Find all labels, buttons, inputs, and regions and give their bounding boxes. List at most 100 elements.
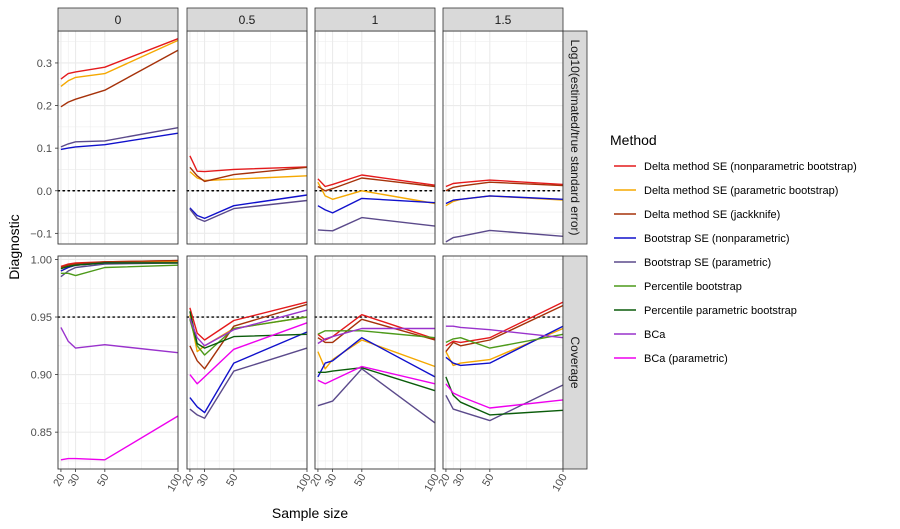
series-line-2 — [317, 177, 436, 192]
legend-label-0: Delta method SE (nonparametric bootstrap… — [644, 161, 857, 173]
x-axis-title: Sample size — [272, 505, 348, 521]
facet-strip-col-1 — [186, 7, 308, 32]
panel-background — [58, 31, 178, 244]
series-line-0 — [445, 179, 564, 188]
legend-item-1: Delta method SE (parametric bootstrap) — [614, 185, 838, 197]
y-tick-label: 0.90 — [31, 370, 52, 382]
legend-label-7: BCa — [644, 329, 666, 341]
panel-r1-c3 — [442, 255, 564, 470]
panel-r1-c0 — [57, 255, 179, 470]
series-line-7 — [317, 327, 435, 345]
panel-background — [187, 256, 307, 469]
strips-layer: 0 0.5 1 1.5 Log10(estimated/true standard er… — [57, 7, 588, 470]
panel-background — [187, 31, 307, 244]
panel-border — [57, 255, 179, 470]
legend: Method Delta method SE (nonparametric bo… — [610, 132, 857, 365]
series-line-0 — [317, 174, 436, 188]
series-line-4 — [60, 127, 179, 148]
legend-label-5: Percentile bootstrap — [644, 281, 742, 293]
series-line-4 — [317, 216, 436, 232]
legend-label-3: Bootstrap SE (nonparametric) — [644, 233, 790, 245]
y-tick-label: 0.85 — [31, 427, 52, 439]
x-tick-label: 50 — [352, 472, 369, 489]
series-line-1 — [317, 181, 436, 205]
legend-label-8: BCa (parametric) — [644, 353, 728, 365]
series-line-2 — [445, 181, 564, 192]
series-line-8 — [60, 415, 179, 461]
x-tick-label: 20 — [436, 472, 453, 489]
series-line-5 — [317, 330, 436, 339]
x-tick-label: 30 — [451, 472, 468, 489]
legend-label-2: Delta method SE (jackknife) — [644, 209, 780, 221]
panel-r0-c2 — [314, 30, 436, 245]
legend-item-2: Delta method SE (jackknife) — [614, 209, 780, 221]
x-tick-label: 50 — [480, 472, 497, 489]
x-tick-label: 20 — [51, 472, 68, 489]
series-line-2 — [189, 303, 308, 370]
facet-strip-row-0 — [562, 30, 588, 245]
facet-strip-col-3 — [442, 7, 564, 32]
facet-label-col-2: 1 — [372, 13, 379, 27]
panel-border — [186, 255, 308, 470]
x-tick-label: 100 — [550, 472, 570, 494]
legend-item-5: Percentile bootstrap — [614, 281, 742, 293]
series-line-0 — [189, 301, 308, 341]
panel-background — [58, 256, 178, 469]
panel-border — [314, 255, 436, 470]
panel-background — [315, 31, 435, 244]
series-line-0 — [445, 301, 564, 347]
panel-r0-c1 — [186, 30, 308, 245]
panel-background — [443, 31, 563, 244]
series-line-0 — [60, 38, 179, 80]
series-line-4 — [445, 384, 564, 422]
series-line-3 — [317, 337, 436, 378]
y-tick-label: 0.95 — [31, 312, 52, 324]
facet-label-row-0: Log10(estimated/true standard error) — [568, 39, 582, 235]
series-line-0 — [189, 155, 308, 173]
x-tick-label: 50 — [224, 472, 241, 489]
y-tick-label: 0.2 — [37, 101, 52, 113]
panels-layer — [57, 30, 564, 470]
y-tick-label: −0.1 — [30, 228, 52, 240]
panel-background — [315, 256, 435, 469]
panel-r0-c0 — [57, 30, 179, 245]
series-line-2 — [445, 304, 564, 353]
legend-item-8: BCa (parametric) — [614, 353, 728, 365]
facet-strip-col-0 — [57, 7, 179, 32]
facet-strip-col-2 — [314, 7, 436, 32]
series-line-3 — [445, 195, 564, 205]
series-line-6 — [317, 367, 436, 392]
x-tick-label: 50 — [95, 472, 112, 489]
series-line-1 — [317, 339, 436, 370]
facet-label-col-0: 0 — [115, 13, 122, 27]
legend-label-1: Delta method SE (parametric bootstrap) — [644, 185, 838, 197]
legend-item-7: BCa — [614, 329, 666, 341]
x-tick-label: 20 — [180, 472, 197, 489]
series-line-3 — [317, 197, 436, 214]
series-line-5 — [445, 333, 564, 349]
series-line-1 — [60, 39, 179, 87]
series-line-8 — [189, 322, 308, 385]
legend-title: Method — [610, 132, 657, 148]
series-line-3 — [189, 331, 308, 414]
x-tick-label: 20 — [308, 472, 325, 489]
series-line-8 — [317, 365, 436, 385]
series-line-3 — [189, 194, 308, 220]
series-line-3 — [60, 132, 179, 151]
y-tick-label: 1.00 — [31, 254, 52, 266]
legend-item-6: Percentile parametric bootstrap — [614, 305, 797, 317]
series-line-4 — [189, 199, 308, 223]
y-axis-title: Diagnostic — [6, 214, 22, 279]
y-tick-label: 0.1 — [37, 143, 52, 155]
series-line-2 — [60, 259, 179, 269]
series-line-2 — [60, 49, 179, 108]
y-tick-label: 0.0 — [37, 186, 52, 198]
series-line-3 — [445, 325, 564, 367]
legend-item-4: Bootstrap SE (parametric) — [614, 257, 771, 269]
y-tick-label: 0.3 — [37, 58, 52, 70]
series-line-7 — [60, 327, 179, 354]
series-line-7 — [189, 309, 308, 347]
series-line-4 — [317, 368, 436, 424]
series-line-2 — [189, 166, 308, 183]
series-line-8 — [445, 383, 564, 409]
